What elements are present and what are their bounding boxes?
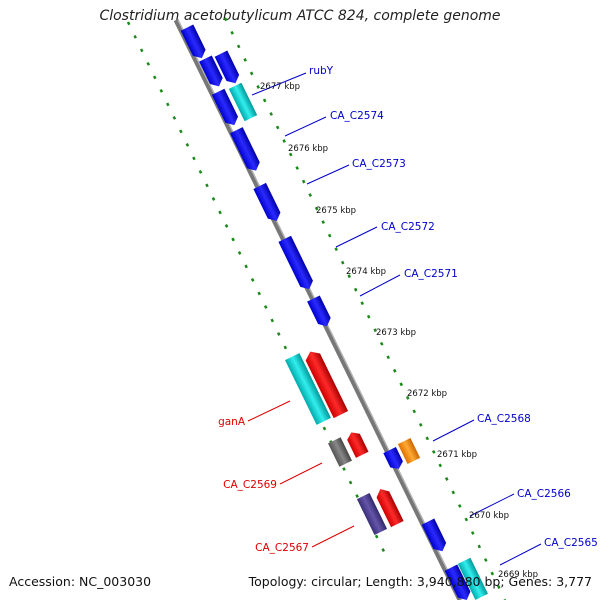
- kbp-tick-label: 2673 kbp: [376, 328, 416, 338]
- gray-feature: [328, 437, 352, 467]
- gene-arrow: [421, 518, 447, 552]
- gene-label-ca-c2569: CA_C2569: [223, 479, 277, 491]
- gene-arrow-reverse: [347, 432, 369, 458]
- leader-lines: [247, 72, 542, 566]
- kbp-tick-label: 2677 kbp: [260, 82, 300, 92]
- gene-arrow-reverse: [305, 351, 349, 419]
- gene-arrow: [214, 50, 240, 84]
- gene-label-ca-c2571: CA_C2571: [404, 268, 458, 280]
- purple-feature: [356, 492, 388, 536]
- gene-label-gana: ganA: [218, 416, 246, 428]
- gene-arrow: [307, 295, 331, 327]
- kbp-tick-label: 2675 kbp: [316, 206, 356, 216]
- gene-arrow: [278, 235, 313, 290]
- gene-label-ca-c2574: CA_C2574: [330, 110, 384, 122]
- accession-text: Accession: NC_003030: [9, 574, 152, 589]
- gene-features: [180, 24, 488, 600]
- gene-label-ca-c2566: CA_C2566: [517, 488, 571, 500]
- outer-left-track: [126, 21, 390, 561]
- kbp-tick-label: 2674 kbp: [346, 267, 386, 277]
- gene-label-ca-c2568: CA_C2568: [477, 413, 531, 425]
- gene-arrow: [444, 564, 471, 600]
- gene-arrow: [180, 24, 206, 59]
- gene-label-ruby: rubY: [309, 65, 334, 77]
- gene-label-ca-c2565: CA_C2565: [544, 537, 598, 549]
- kbp-tick-label: 2671 kbp: [437, 450, 477, 460]
- kbp-tick-label: 2669 kbp: [498, 570, 538, 580]
- cyan-feature: [228, 82, 258, 122]
- gene-arrow: [211, 88, 238, 126]
- inner-right-track: [223, 17, 507, 600]
- cyan-feature: [285, 353, 331, 425]
- kbp-tick-label: 2672 kbp: [407, 389, 447, 399]
- gene-arrow: [253, 182, 281, 221]
- orange-feature: [397, 438, 421, 464]
- map-title: Clostridium acetobutylicum ATCC 824, com…: [99, 8, 501, 24]
- gene-arrow: [199, 55, 223, 87]
- gene-arrow-reverse: [376, 489, 404, 528]
- gene-label-ca-c2572: CA_C2572: [381, 221, 435, 233]
- gene-label-ca-c2573: CA_C2573: [352, 158, 406, 170]
- kbp-tick-label: 2670 kbp: [469, 511, 509, 521]
- gene-arrow: [230, 127, 260, 171]
- gene-arrow: [383, 446, 403, 469]
- cyan-feature: [457, 557, 488, 600]
- gene-label-ca-c2567: CA_C2567: [255, 542, 309, 554]
- kbp-tick-label: 2676 kbp: [288, 144, 328, 154]
- genome-summary-text: Topology: circular; Length: 3,940,880 bp…: [248, 574, 592, 589]
